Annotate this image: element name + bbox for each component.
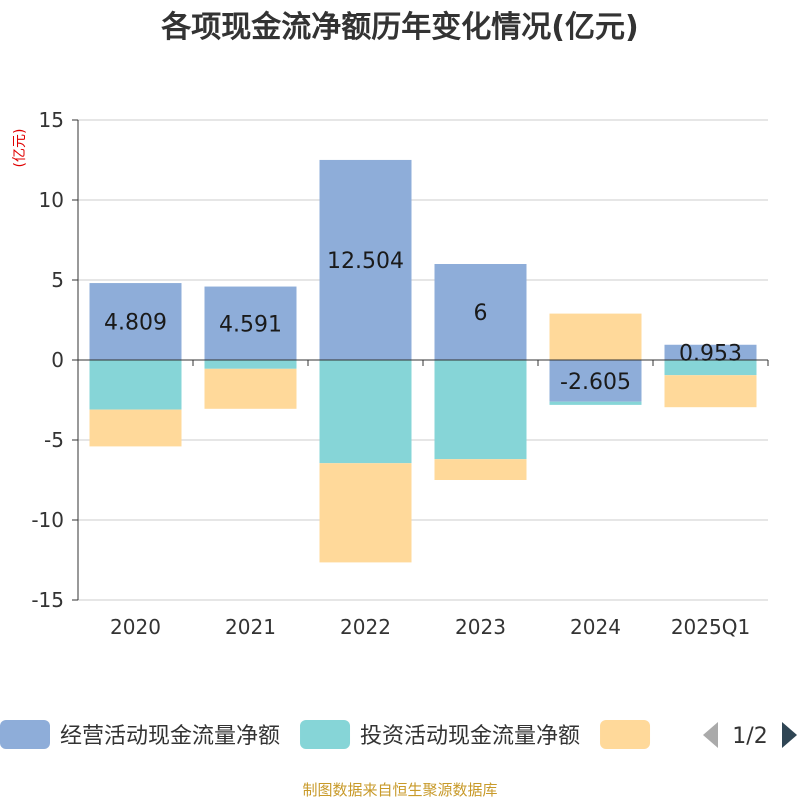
bar-series3-2020 [89,409,182,447]
legend-item-2[interactable]: 投资活动现金流量净额 [300,720,580,749]
grid-lines [78,119,768,601]
x-tick-label: 2023 [455,615,506,639]
x-tick-label: 2021 [225,615,276,639]
bar-series2-2021 [204,360,297,369]
legend-item-1[interactable]: 经营活动现金流量净额 [0,720,280,749]
bar-series3-2024 [549,313,642,360]
bar-series1-2025Q1 [664,344,757,360]
y-tick-label: -15 [31,588,64,612]
legend: 经营活动现金流量净额 投资活动现金流量净额 [0,720,651,749]
bar-series2-2025Q1 [664,360,757,376]
y-tick-label: 10 [39,188,64,212]
legend-item-3[interactable] [600,720,651,749]
y-tick-label: 0 [51,348,64,372]
legend-swatch [600,720,651,749]
bar-series2-2020 [89,360,182,410]
y-tick-label: -5 [44,428,64,452]
data-label: 0.953 [679,341,742,366]
data-label: -2.605 [560,370,631,395]
data-label: 4.809 [104,311,167,336]
axes: 15 10 5 0 -5 -10 -15 2020 2021 2022 2023 2024 2025Q1 [31,108,769,639]
x-tick-label: 2025Q1 [671,615,750,639]
legend-prev-arrow-icon[interactable] [703,722,718,748]
x-tick-label: 2024 [570,615,621,639]
data-source: 制图数据来自恒生聚源数据库 [302,781,497,799]
legend-next-arrow-icon[interactable] [782,722,797,748]
x-tick-label: 2022 [340,615,391,639]
y-tick-label: -10 [31,508,64,532]
legend-label: 经营活动现金流量净额 [60,724,280,749]
bar-series3-2023 [434,459,527,480]
bar-series2-2024 [549,401,642,405]
legend-swatch [0,720,50,749]
legend-pager: 1/2 [703,722,797,749]
bar-series1-2020 [89,283,182,360]
legend-swatch [300,720,351,749]
y-tick-label: 15 [39,108,64,132]
bar-series2-2022 [319,360,412,464]
bars [89,159,757,563]
bar-series3-2022 [319,463,412,563]
bar-series1-2024 [549,360,642,402]
bar-series3-2025Q1 [664,375,757,408]
bar-series1-2022 [319,159,412,360]
data-labels: 4.809 4.591 12.504 6 -2.605 0.953 [104,249,742,395]
data-label: 6 [474,301,488,326]
chart-title: 各项现金流净额历年变化情况(亿元) [160,10,638,45]
legend-page-indicator: 1/2 [732,724,767,749]
bar-series1-2021 [204,286,297,360]
x-tick-label: 2020 [110,615,161,639]
bar-series1-2023 [434,264,527,360]
bar-series2-2023 [434,360,527,460]
data-label: 12.504 [327,249,404,274]
data-label: 4.591 [219,312,282,337]
bar-series3-2021 [204,368,297,409]
y-tick-label: 5 [51,268,64,292]
legend-label: 投资活动现金流量净额 [360,724,580,749]
y-axis-unit: (亿元) [12,129,28,168]
